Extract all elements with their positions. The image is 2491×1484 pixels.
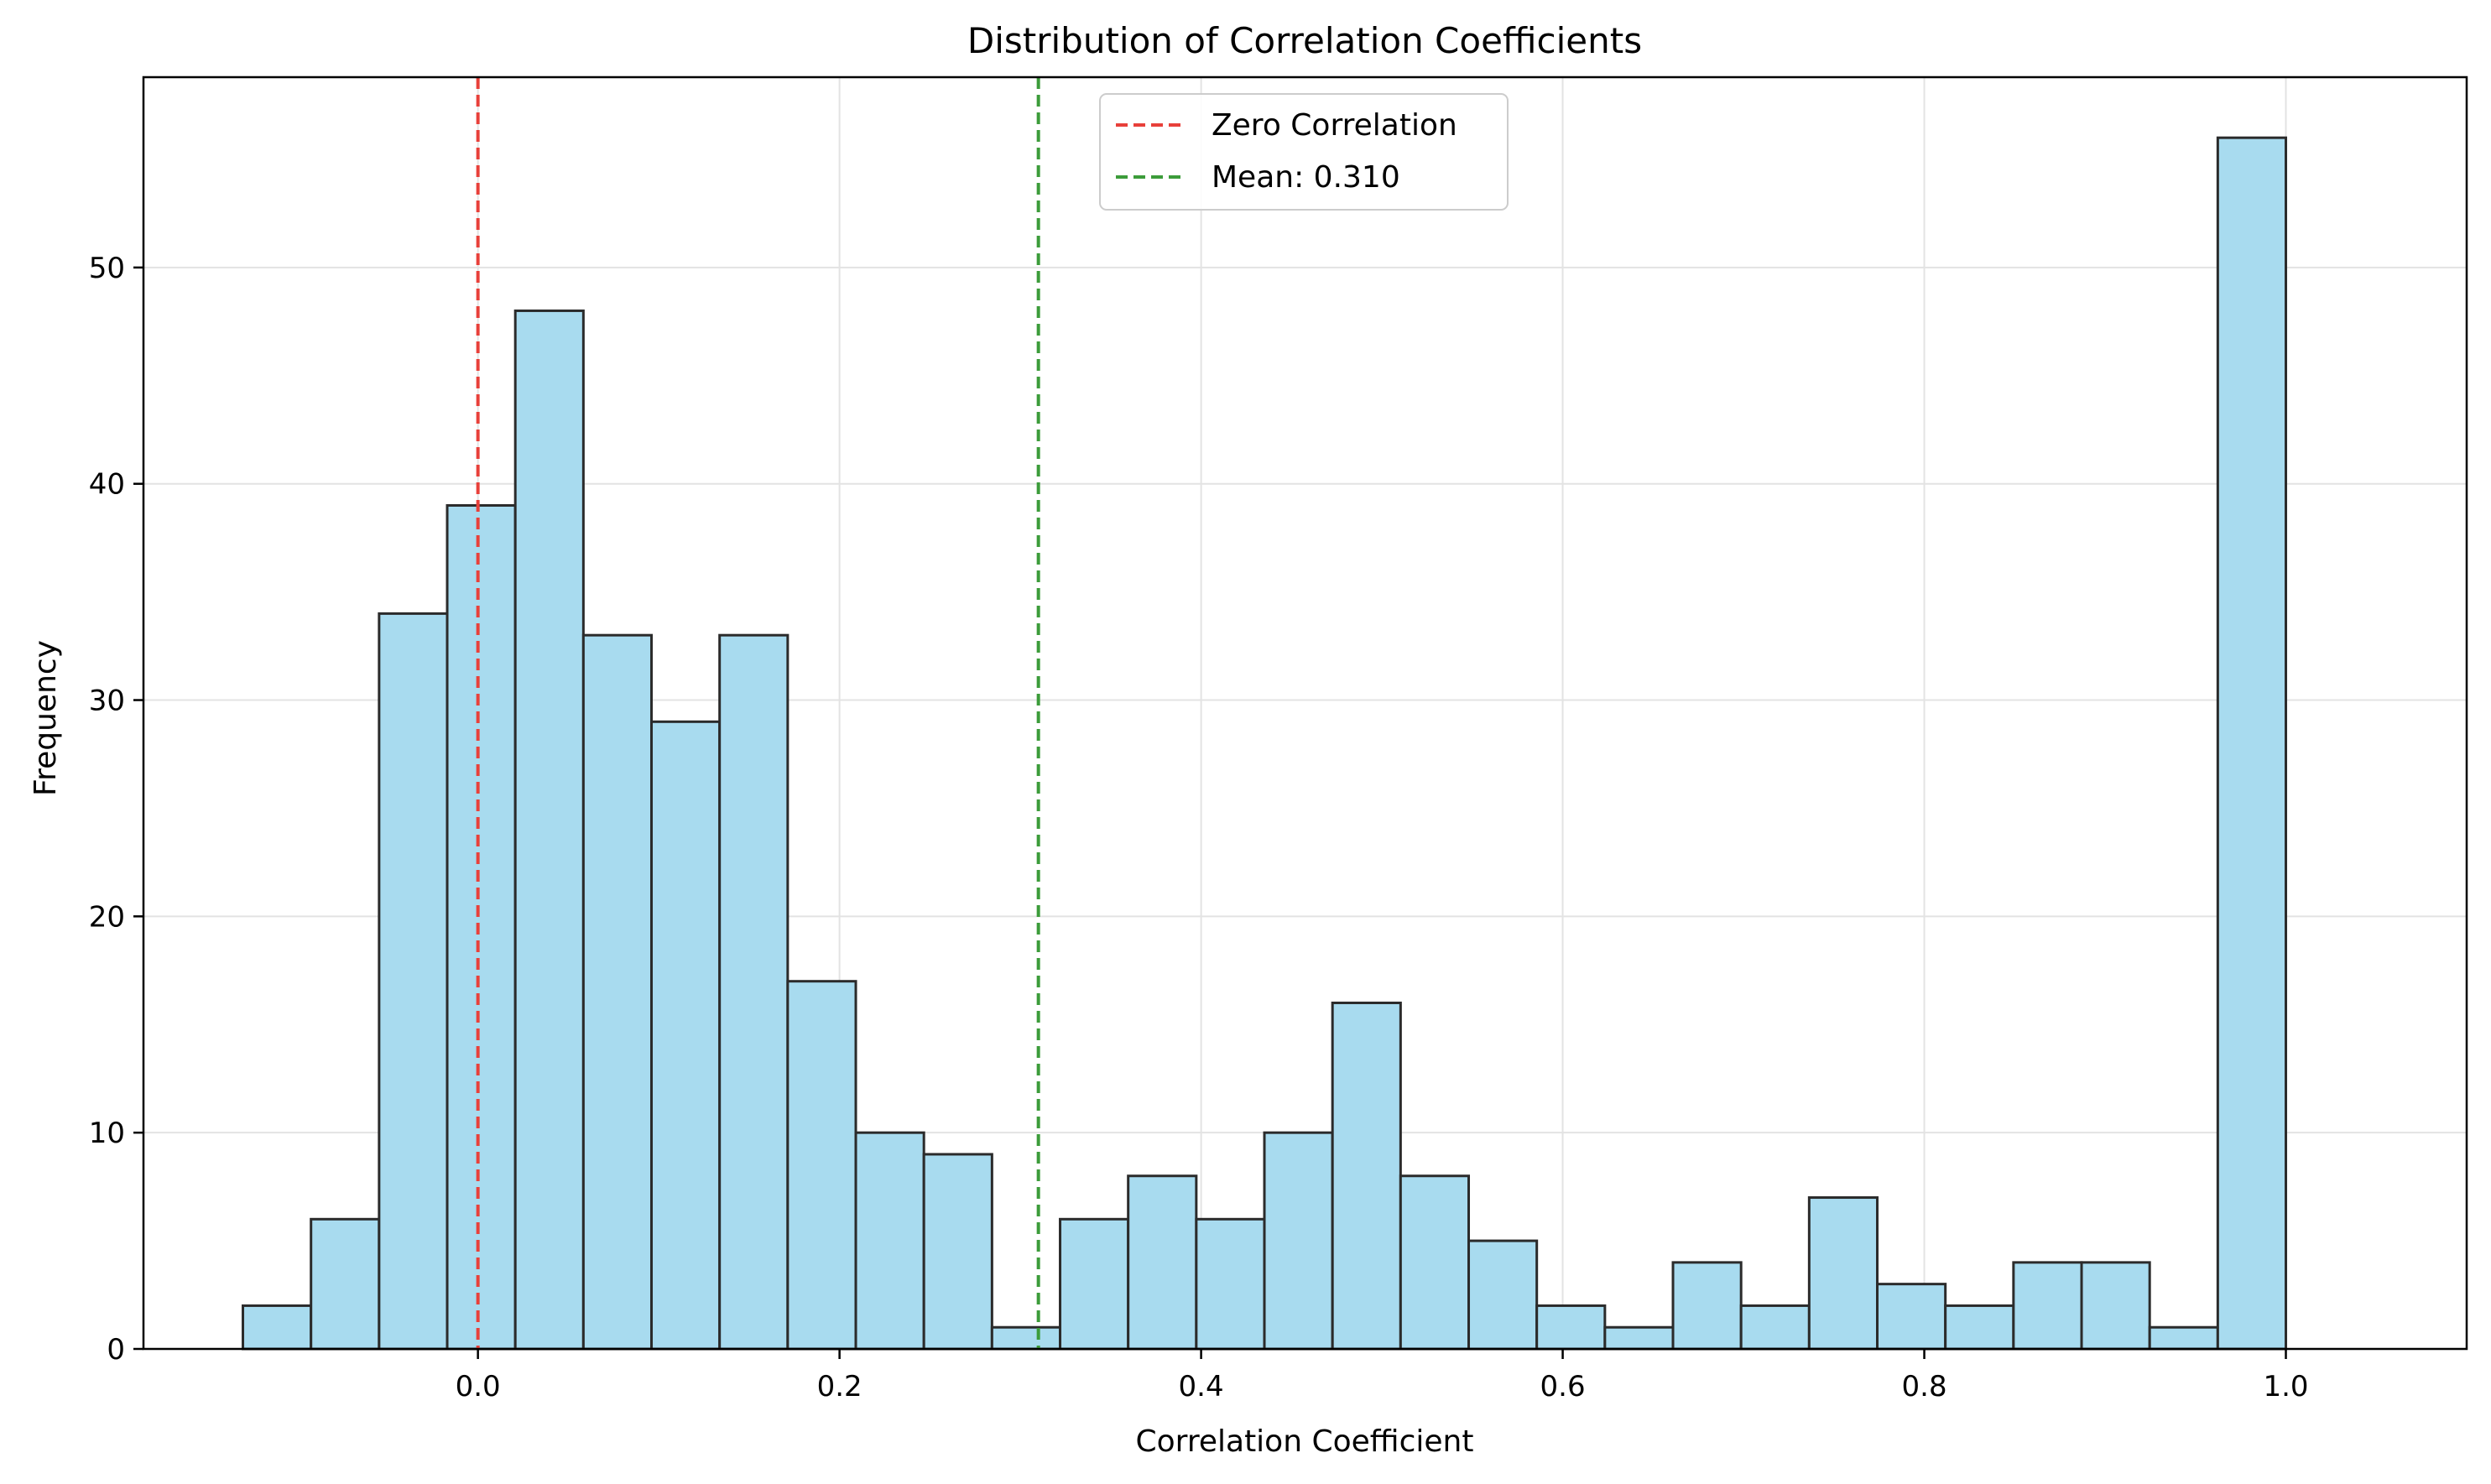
histogram-bar (1603, 1325, 1675, 1351)
legend-label-zero-correlation: Zero Correlation (1212, 108, 1457, 143)
reference-lines (476, 77, 1040, 1349)
histogram-bar (2216, 136, 2288, 1351)
legend-label-mean: Mean: 0.310 (1212, 160, 1400, 195)
histogram-bar (2080, 1261, 2151, 1351)
y-tick-label-1: 10 (89, 1117, 125, 1150)
legend-box (1099, 93, 1509, 211)
histogram-bar (2012, 1261, 2083, 1351)
y-tick-label-2: 20 (89, 900, 125, 934)
histogram-bar (2148, 1325, 2219, 1351)
histogram-bar (1739, 1304, 1811, 1351)
histogram-bar (581, 633, 654, 1351)
histogram-bar (854, 1131, 925, 1351)
histogram-bar (990, 1325, 1062, 1351)
y-tick-label-5: 50 (89, 252, 125, 285)
histogram-bar (242, 1304, 313, 1351)
x-tick-label-3: 0.6 (1540, 1370, 1586, 1403)
histogram-bar (718, 633, 790, 1351)
x-tick-label-4: 0.8 (1902, 1370, 1947, 1403)
histogram-bar (1263, 1131, 1334, 1351)
y-axis-ticks: 0 10 20 30 40 50 (89, 252, 143, 1367)
axes (142, 76, 2468, 1351)
y-tick-label-3: 30 (89, 685, 125, 718)
histogram-bar (1059, 1217, 1130, 1351)
histogram-bar (513, 309, 585, 1351)
histogram-bar (1944, 1304, 2015, 1351)
plot-frame (142, 76, 2468, 1351)
legend: Zero Correlation Mean: 0.310 (1099, 93, 1509, 211)
x-axis-label: Correlation Coefficient (1136, 1424, 1474, 1459)
y-axis-label: Frequency (29, 640, 63, 796)
x-tick-label-1: 0.2 (817, 1370, 862, 1403)
histogram-bar (378, 612, 449, 1351)
histogram-bar (786, 980, 857, 1351)
histogram-bar (1127, 1174, 1198, 1351)
histogram-bar (1399, 1174, 1471, 1351)
chart-title: Distribution of Correlation Coefficients (967, 20, 1642, 61)
histogram-bar (1195, 1217, 1266, 1351)
x-tick-label-5: 1.0 (2263, 1370, 2308, 1403)
x-tick-label-0: 0.0 (456, 1370, 501, 1403)
histogram-bar (446, 503, 517, 1351)
y-tick-label-4: 40 (89, 468, 125, 502)
x-axis-ticks: 0.0 0.2 0.4 0.6 0.8 1.0 (456, 1349, 2309, 1403)
histogram-bar (1535, 1304, 1607, 1351)
histogram-bar (1807, 1196, 1879, 1351)
histogram-bar (1671, 1261, 1743, 1351)
histogram-bar (650, 720, 722, 1351)
histogram-bars (242, 136, 2288, 1351)
histogram-bar (922, 1153, 993, 1351)
histogram-bar (310, 1217, 381, 1351)
histogram-bar (1876, 1283, 1947, 1351)
histogram-bar (1331, 1001, 1402, 1351)
x-tick-label-2: 0.4 (1179, 1370, 1224, 1403)
y-tick-label-0: 0 (107, 1333, 125, 1367)
histogram-bar (1467, 1239, 1539, 1351)
